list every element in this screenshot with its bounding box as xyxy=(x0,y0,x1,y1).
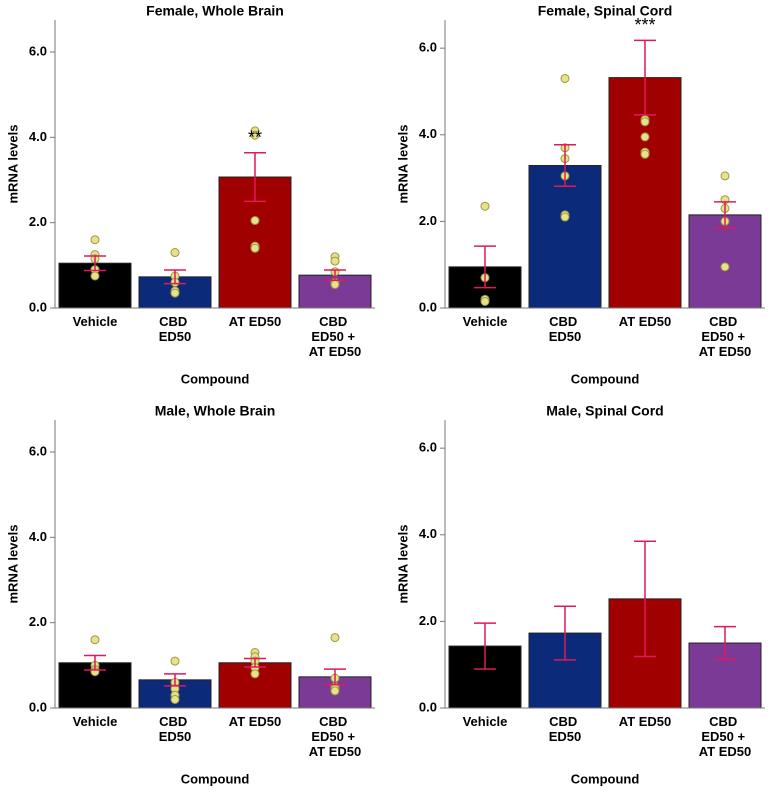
chart-title: Female, Spinal Cord xyxy=(538,3,673,19)
panel: Female, Whole Brain mRNA levels Compound 0.… xyxy=(5,3,375,386)
annotation: ** xyxy=(248,127,262,147)
data-point xyxy=(90,271,100,281)
y-tick-label: 4.0 xyxy=(29,129,47,144)
error-bar xyxy=(474,245,496,289)
y-tick-label: 0.0 xyxy=(419,299,437,314)
x-tick-label: AT ED50 xyxy=(229,314,282,329)
data-point xyxy=(250,243,260,253)
data-point xyxy=(480,201,490,211)
x-tick-label: Vehicle xyxy=(73,314,118,329)
bar xyxy=(688,214,762,309)
data-point xyxy=(640,149,650,159)
data-point xyxy=(330,280,340,290)
y-tick-label: 6.0 xyxy=(419,440,437,455)
bar xyxy=(528,165,602,309)
error-bar xyxy=(324,269,346,282)
y-tick-label: 0.0 xyxy=(419,699,437,714)
panel: Female, Spinal Cord mRNA levels Compound 0.… xyxy=(395,3,765,386)
x-tick-label: Vehicle xyxy=(463,314,508,329)
data-point xyxy=(330,686,340,696)
panel: Male, Whole Brain mRNA levels Compound 0.0 2… xyxy=(5,403,375,786)
annotation: *** xyxy=(634,15,655,35)
y-axis-label: mRNA levels xyxy=(395,525,410,604)
y-tick-label: 2.0 xyxy=(29,214,47,229)
data-point xyxy=(90,635,100,645)
data-point xyxy=(480,297,490,307)
y-tick-label: 2.0 xyxy=(29,614,47,629)
data-point xyxy=(330,256,340,266)
error-bar xyxy=(324,668,346,686)
x-tick-label: CBD ED50 xyxy=(159,714,192,744)
y-tick-label: 6.0 xyxy=(419,40,437,55)
y-axis-label: mRNA levels xyxy=(5,525,20,604)
error-bar xyxy=(164,673,186,687)
error-bar xyxy=(474,622,496,670)
data-point xyxy=(170,288,180,298)
x-axis-label: Compound xyxy=(181,371,250,386)
y-tick-label: 0.0 xyxy=(29,699,47,714)
error-bar xyxy=(714,625,736,661)
x-tick-label: CBD ED50 + AT ED50 xyxy=(309,314,362,359)
chart-title: Male, Whole Brain xyxy=(155,403,276,419)
y-tick-label: 2.0 xyxy=(419,213,437,228)
error-bar xyxy=(84,654,106,671)
error-bar xyxy=(714,201,736,229)
x-tick-label: AT ED50 xyxy=(619,314,672,329)
y-tick-label: 0.0 xyxy=(29,299,47,314)
error-bar xyxy=(244,657,266,668)
data-point xyxy=(250,216,260,226)
data-point xyxy=(560,212,570,222)
y-tick-label: 4.0 xyxy=(419,526,437,541)
data-point xyxy=(330,633,340,643)
y-tick-label: 6.0 xyxy=(29,43,47,58)
x-axis-label: Compound xyxy=(571,771,640,786)
chart-title: Female, Whole Brain xyxy=(146,3,284,19)
x-tick-label: CBD ED50 + AT ED50 xyxy=(309,714,362,759)
panel: Male, Spinal Cord mRNA levels Compound 0.0 2… xyxy=(395,403,765,786)
error-bar xyxy=(634,540,656,658)
error-bar xyxy=(554,605,576,661)
data-point xyxy=(640,132,650,142)
data-point xyxy=(90,235,100,245)
x-axis-label: Compound xyxy=(571,371,640,386)
data-point xyxy=(640,117,650,127)
chart-title: Male, Spinal Cord xyxy=(546,403,663,419)
error-bar xyxy=(84,255,106,272)
x-tick-label: Vehicle xyxy=(463,714,508,729)
data-point xyxy=(170,694,180,704)
error-bar xyxy=(244,151,266,203)
data-point xyxy=(250,669,260,679)
x-tick-label: AT ED50 xyxy=(619,714,672,729)
y-axis-label: mRNA levels xyxy=(5,125,20,204)
x-axis-label: Compound xyxy=(181,771,250,786)
y-tick-label: 4.0 xyxy=(29,529,47,544)
x-tick-label: CBD ED50 xyxy=(549,714,582,744)
x-tick-label: CBD ED50 xyxy=(549,314,582,344)
data-point xyxy=(560,73,570,83)
error-bar xyxy=(164,269,186,285)
y-axis-label: mRNA levels xyxy=(395,125,410,204)
data-point xyxy=(720,262,730,272)
error-bar xyxy=(554,143,576,188)
error-bar xyxy=(634,39,656,116)
x-tick-label: CBD ED50 xyxy=(159,314,192,344)
data-point xyxy=(170,248,180,258)
data-point xyxy=(720,171,730,181)
y-tick-label: 4.0 xyxy=(419,126,437,141)
x-tick-label: CBD ED50 + AT ED50 xyxy=(699,714,752,759)
data-point xyxy=(170,656,180,666)
x-tick-label: AT ED50 xyxy=(229,714,282,729)
x-tick-label: Vehicle xyxy=(73,714,118,729)
data-point xyxy=(250,130,260,140)
y-tick-label: 6.0 xyxy=(29,443,47,458)
x-tick-label: CBD ED50 + AT ED50 xyxy=(699,314,752,359)
y-tick-label: 2.0 xyxy=(419,613,437,628)
